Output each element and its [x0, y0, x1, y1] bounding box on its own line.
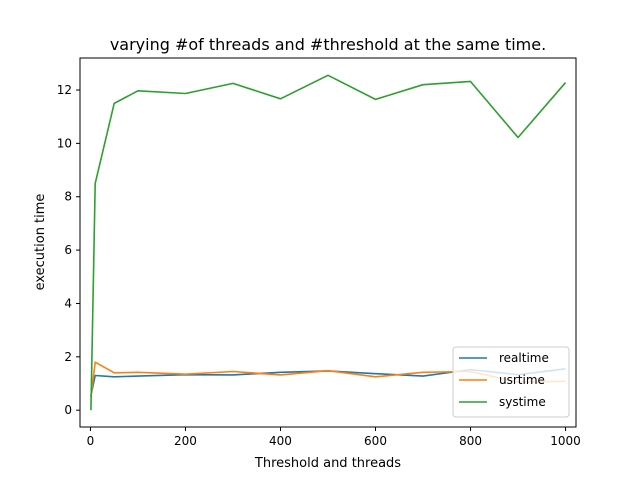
y-tick-label: 12 — [57, 83, 72, 97]
y-tick-label: 6 — [64, 243, 72, 257]
y-tick-label: 8 — [64, 190, 72, 204]
x-axis-ticks: 0 200 400 600 800 1000 — [87, 427, 581, 448]
legend: realtime usrtime systime — [452, 346, 570, 418]
y-tick-label: 2 — [64, 350, 72, 364]
y-axis-label: execution time — [33, 194, 48, 291]
x-axis-label: Threshold and threads — [254, 456, 401, 471]
y-tick-label: 10 — [57, 136, 72, 150]
x-tick-label: 600 — [364, 434, 387, 448]
legend-entries: realtime usrtime systime — [459, 351, 549, 409]
legend-box — [452, 346, 570, 418]
y-tick-label: 0 — [64, 403, 72, 417]
x-tick-label: 400 — [269, 434, 292, 448]
y-axis-ticks: 0 2 4 6 8 10 12 — [57, 83, 80, 417]
series-line-systime — [90, 74, 567, 411]
plot-frame — [79, 57, 577, 428]
x-tick-label: 800 — [459, 434, 482, 448]
chart-title: varying #of threads and #threshold at th… — [110, 35, 546, 54]
y-tick-label: 4 — [64, 296, 72, 310]
legend-label-usrtime: usrtime — [499, 373, 545, 387]
legend-label-systime: systime — [499, 395, 546, 409]
x-tick-label: 200 — [174, 434, 197, 448]
x-tick-label: 0 — [87, 434, 95, 448]
x-tick-label: 1000 — [550, 434, 581, 448]
legend-label-realtime: realtime — [499, 351, 549, 365]
